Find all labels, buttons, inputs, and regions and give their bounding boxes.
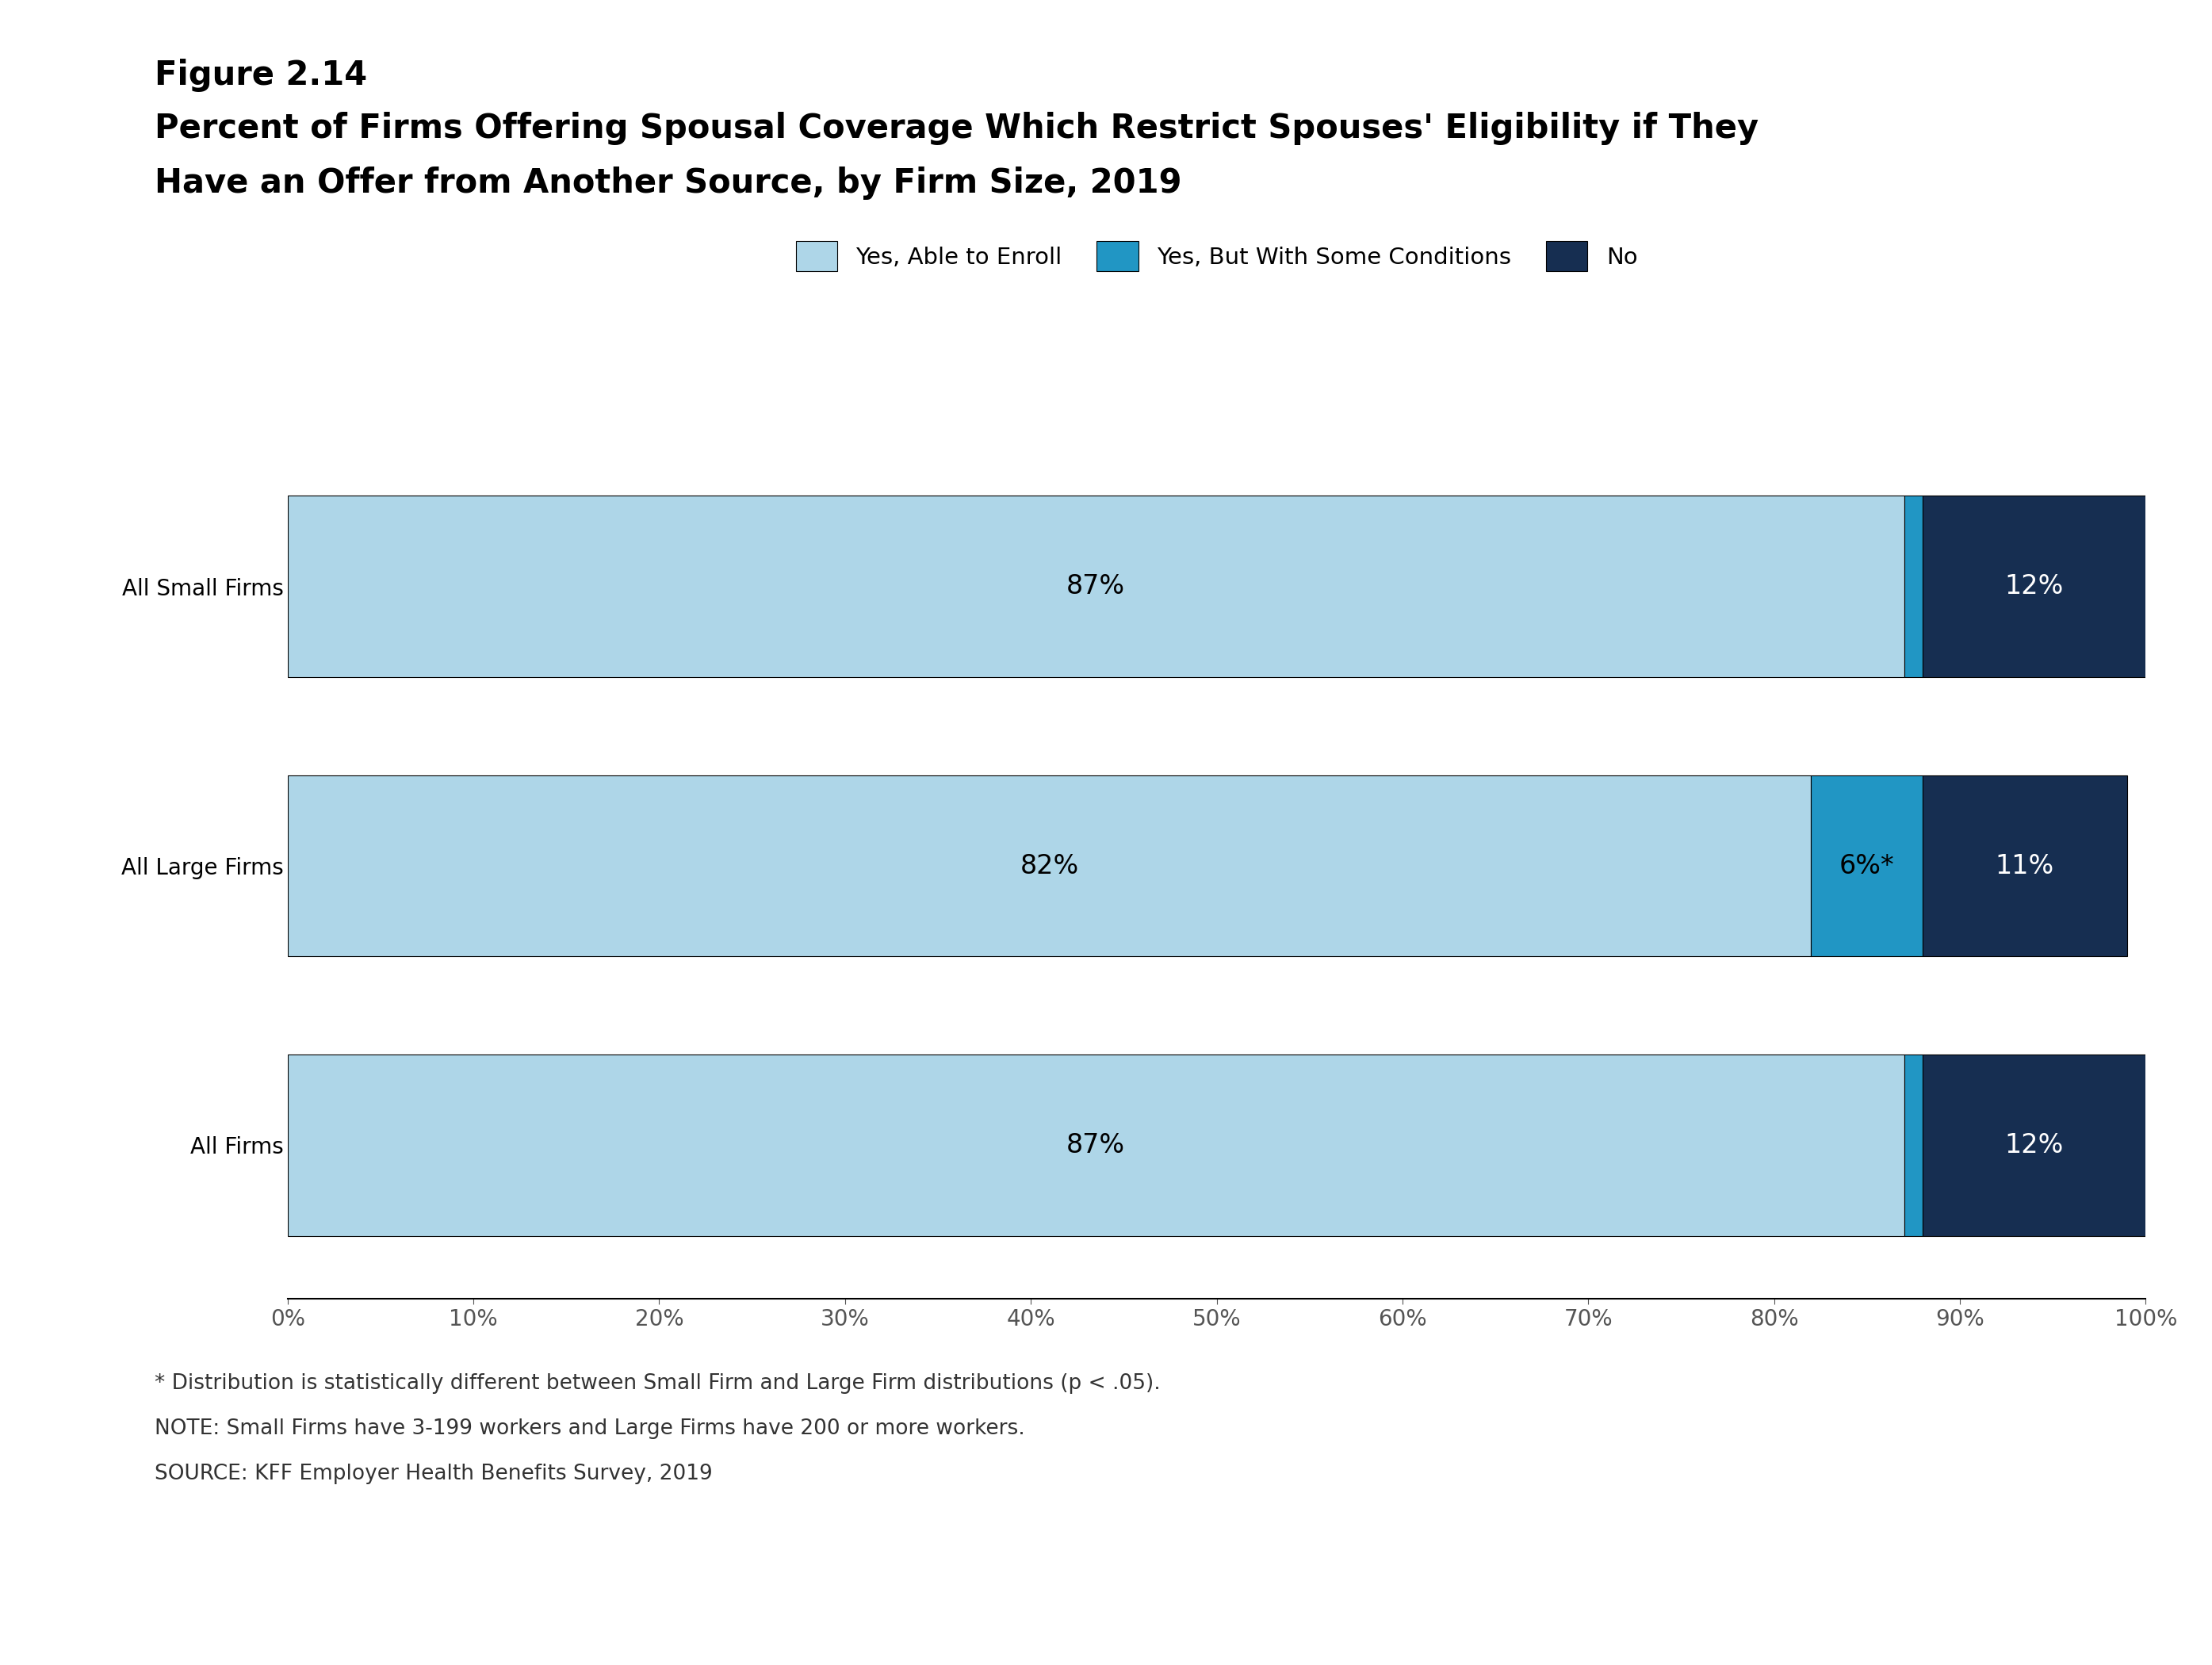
Text: 87%: 87% — [1066, 573, 1126, 599]
Text: 12%: 12% — [2004, 1132, 2064, 1159]
Text: 82%: 82% — [1020, 852, 1079, 879]
Text: 12%: 12% — [2004, 573, 2064, 599]
Legend: Yes, Able to Enroll, Yes, But With Some Conditions, No: Yes, Able to Enroll, Yes, But With Some … — [796, 241, 1637, 271]
Bar — [1905, 496, 1922, 678]
Text: NOTE: Small Firms have 3-199 workers and Large Firms have 200 or more workers.: NOTE: Small Firms have 3-199 workers and… — [155, 1419, 1024, 1439]
Text: Have an Offer from Another Source, by Firm Size, 2019: Have an Offer from Another Source, by Fi… — [155, 166, 1181, 200]
Bar — [1922, 774, 2128, 957]
Bar — [288, 1054, 1905, 1235]
Text: Percent of Firms Offering Spousal Coverage Which Restrict Spouses' Eligibility i: Percent of Firms Offering Spousal Covera… — [155, 112, 1759, 145]
Bar — [1922, 1054, 2146, 1235]
Text: * Distribution is statistically different between Small Firm and Large Firm dist: * Distribution is statistically differen… — [155, 1374, 1161, 1394]
Text: 87%: 87% — [1066, 1132, 1126, 1159]
Bar — [288, 496, 1905, 678]
Bar — [1812, 774, 1922, 957]
Bar — [1905, 1054, 1922, 1235]
Text: Figure 2.14: Figure 2.14 — [155, 58, 367, 92]
Text: 11%: 11% — [1995, 852, 2055, 879]
Bar — [288, 774, 1812, 957]
Text: 6%*: 6%* — [1840, 852, 1893, 879]
Text: SOURCE: KFF Employer Health Benefits Survey, 2019: SOURCE: KFF Employer Health Benefits Sur… — [155, 1464, 712, 1484]
Bar — [1922, 496, 2146, 678]
